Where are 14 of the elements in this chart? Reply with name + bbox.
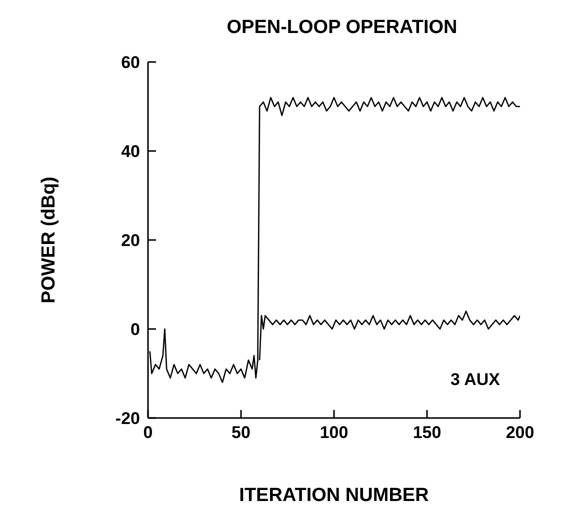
y-tick-label: -20 [115,409,140,428]
x-tick-label: 200 [506,423,534,442]
x-tick-label: 0 [143,423,153,442]
chart-title: OPEN-LOOP OPERATION [226,16,458,40]
y-tick-label: 60 [121,53,140,72]
x-tick-label: 50 [232,423,250,442]
y-tick-label: 20 [121,231,140,250]
x-tick-label: 100 [320,423,348,442]
annotation: 3 AUX [450,370,500,390]
y-tick-label: 0 [130,320,140,340]
y-axis-title: POWER (dBq) [38,176,60,304]
x-tick-label: 150 [412,423,442,442]
x-axis-title: ITERATION NUMBER [239,485,430,506]
y-tick-label: 40 [121,142,140,162]
